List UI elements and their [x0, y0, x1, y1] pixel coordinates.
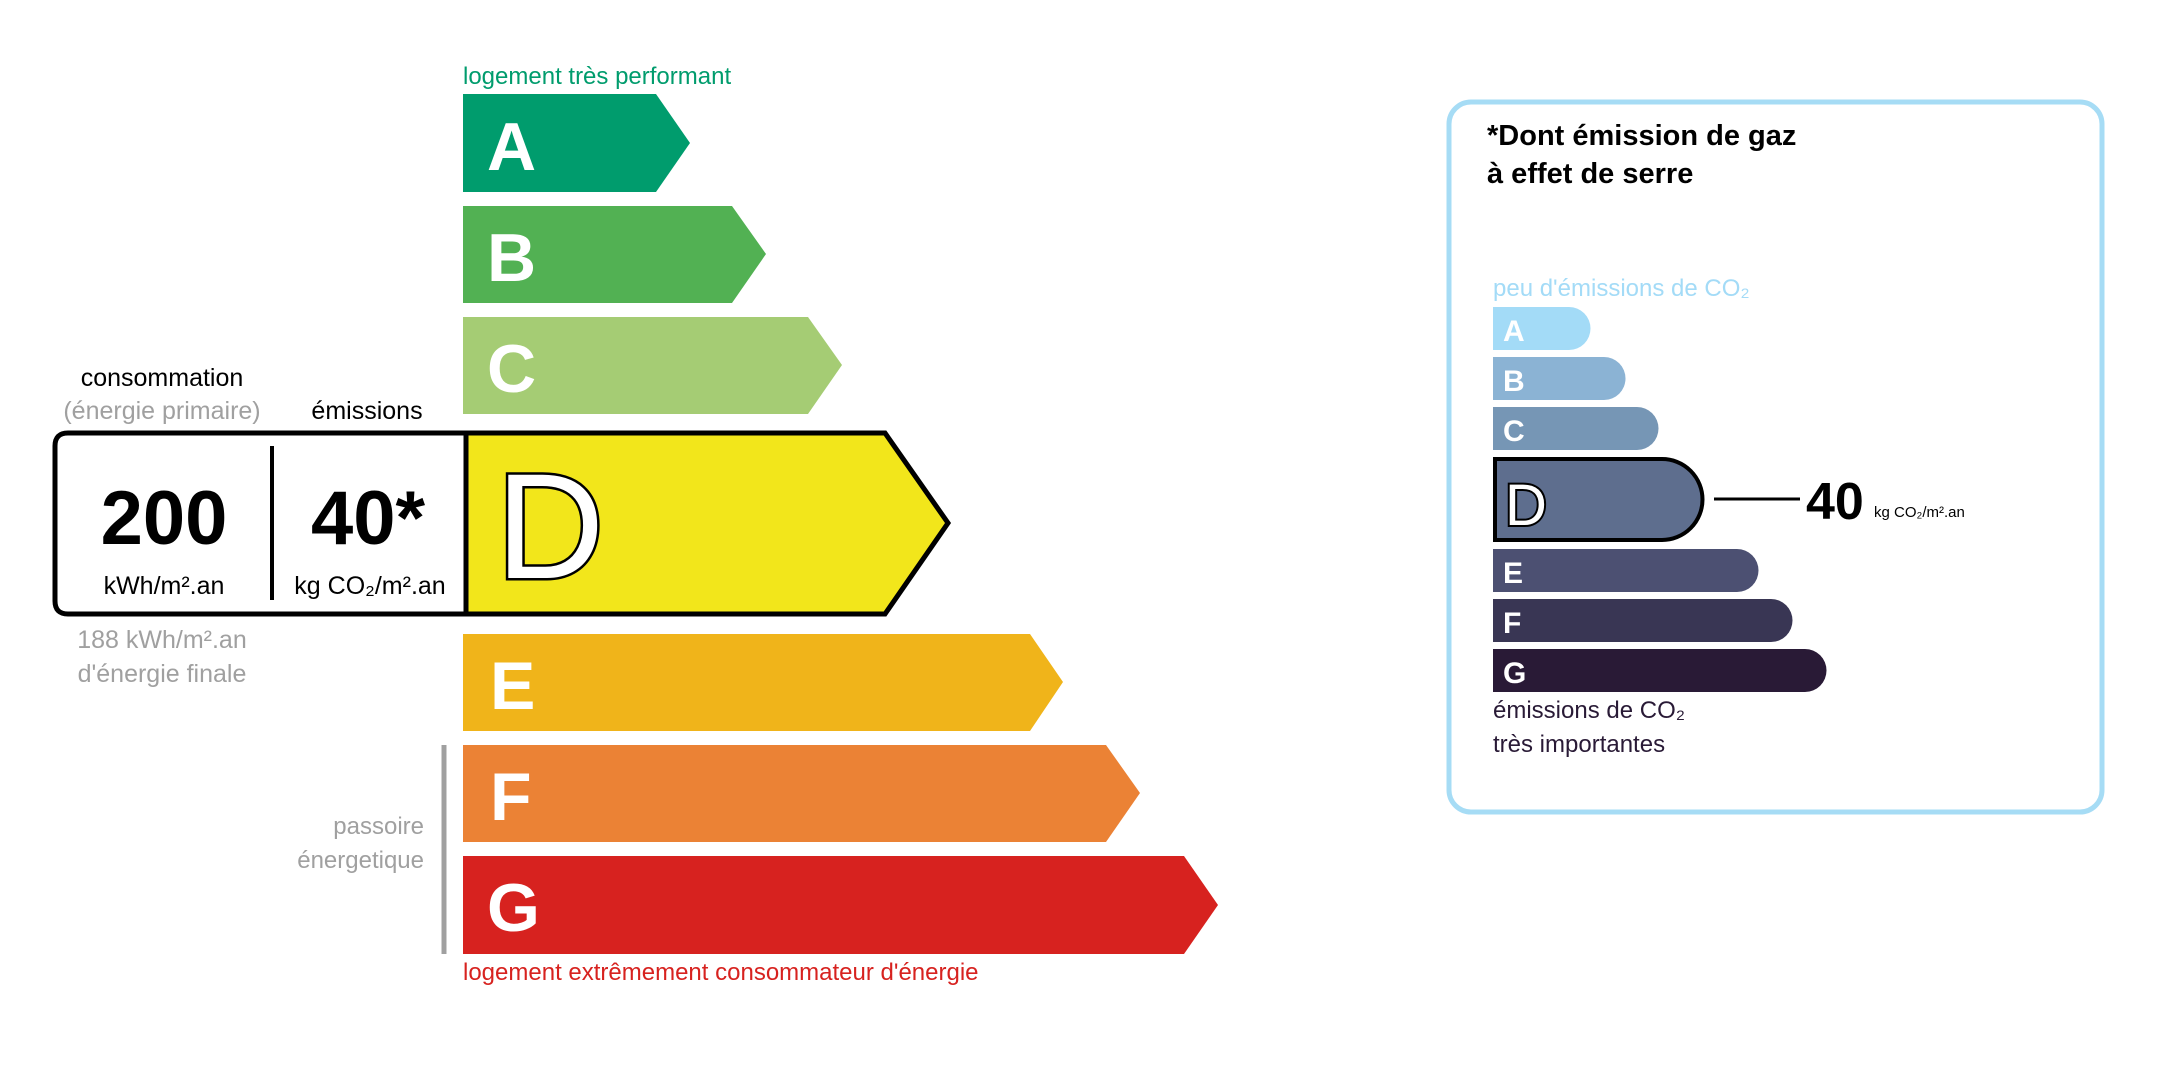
ges-bottom-caption-1: émissions de CO₂: [1493, 697, 1685, 724]
ges-title-2: à effet de serre: [1487, 158, 1693, 190]
energy-bar-c: [463, 317, 842, 414]
energy-bar-f: [463, 745, 1140, 842]
final-energy-label: d'énergie finale: [78, 660, 247, 688]
ges-value: 40: [1806, 473, 1864, 531]
ges-bar-g: [1493, 649, 1827, 692]
energy-bar-b: [463, 206, 766, 303]
ges-letter-d: D: [1505, 473, 1547, 538]
energy-bar-e: [463, 634, 1063, 731]
ges-letter-b: B: [1503, 365, 1525, 398]
ges-bar-d: [1493, 457, 1705, 542]
ges-top-caption: peu d'émissions de CO₂: [1493, 275, 1750, 302]
value-box: [52, 430, 469, 617]
ges-bar-b: [1493, 357, 1626, 400]
ges-class-e: E: [1493, 549, 1759, 592]
energy-class-f: F: [463, 745, 1140, 842]
passoire-label-2: énergetique: [297, 847, 424, 874]
ges-class-g: G: [1493, 649, 1827, 692]
ges-class-b: B: [1493, 357, 1626, 400]
emissions-value: 40*: [311, 476, 426, 561]
energy-letter-d: D: [496, 442, 604, 610]
energy-letter-f: F: [490, 759, 532, 835]
ges-class-f: F: [1493, 599, 1793, 642]
ges-bar-a: [1493, 307, 1591, 350]
energy-current-class-box: D 200 kWh/m².an 40* kg CO₂/m².an: [52, 430, 952, 617]
energy-bar-g: [463, 856, 1218, 954]
final-energy-value: 188 kWh/m².an: [77, 626, 247, 654]
energy-bar-a: [463, 94, 690, 192]
ges-bottom-caption-2: très importantes: [1493, 731, 1665, 758]
energy-bar-d: [463, 430, 952, 617]
energy-letter-a: A: [487, 109, 536, 185]
consumption-value: 200: [101, 476, 228, 561]
energy-class-a: A: [463, 94, 690, 192]
energy-class-g: G: [463, 856, 1218, 954]
energy-class-b: B: [463, 206, 766, 303]
ges-class-d: D: [1493, 457, 1705, 542]
consumption-unit: kWh/m².an: [104, 572, 225, 600]
emissions-unit: kg CO₂/m².an: [294, 572, 445, 600]
ges-class-a: A: [1493, 307, 1591, 350]
ges-class-c: C: [1493, 407, 1659, 450]
ges-bar-e: [1493, 549, 1759, 592]
ges-letter-e: E: [1503, 557, 1523, 590]
energy-letter-g: G: [487, 870, 540, 946]
ges-letter-c: C: [1503, 415, 1525, 448]
ges-letter-f: F: [1503, 607, 1521, 640]
ges-bar-f: [1493, 599, 1793, 642]
emissions-label: émissions: [311, 397, 422, 425]
consumption-label: consommation: [81, 364, 244, 392]
energy-class-e: E: [463, 634, 1063, 731]
consumption-sublabel: (énergie primaire): [63, 397, 260, 425]
bottom-caption: logement extrêmement consommateur d'éner…: [463, 959, 979, 986]
energy-letter-e: E: [490, 648, 535, 724]
top-caption: logement très performant: [463, 63, 731, 90]
ges-bar-c: [1493, 407, 1659, 450]
ges-title-1: *Dont émission de gaz: [1487, 120, 1796, 152]
ges-unit: kg CO₂/m².an: [1874, 504, 1965, 521]
passoire-label-1: passoire: [333, 813, 424, 840]
ges-letter-a: A: [1503, 315, 1525, 348]
energy-class-c: C: [463, 317, 842, 414]
energy-letter-b: B: [487, 220, 536, 296]
energy-letter-c: C: [487, 331, 536, 407]
ges-letter-g: G: [1503, 657, 1526, 690]
